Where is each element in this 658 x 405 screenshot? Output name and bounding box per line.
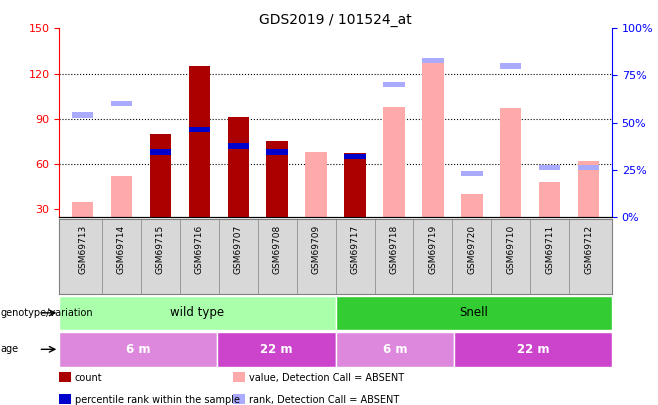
Bar — [266, 149, 288, 155]
Bar — [111, 101, 132, 107]
Text: GSM69715: GSM69715 — [156, 225, 165, 274]
Text: GSM69720: GSM69720 — [467, 225, 476, 274]
Bar — [59, 296, 336, 330]
Bar — [234, 372, 245, 382]
Text: 22 m: 22 m — [517, 343, 549, 356]
Text: wild type: wild type — [170, 306, 224, 320]
Bar — [111, 176, 132, 217]
Bar — [266, 153, 288, 217]
Bar — [454, 332, 612, 367]
Text: GSM69708: GSM69708 — [272, 225, 282, 274]
Bar — [422, 62, 443, 217]
Bar — [217, 332, 336, 367]
Text: count: count — [75, 373, 103, 383]
Text: Snell: Snell — [459, 306, 488, 320]
Text: GSM69709: GSM69709 — [312, 225, 320, 274]
Bar — [228, 143, 249, 149]
Text: GSM69718: GSM69718 — [390, 225, 399, 274]
Text: value, Detection Call = ABSENT: value, Detection Call = ABSENT — [249, 373, 404, 383]
Text: GSM69714: GSM69714 — [117, 225, 126, 274]
Bar — [189, 127, 210, 132]
Text: 6 m: 6 m — [382, 343, 407, 356]
Text: GSM69716: GSM69716 — [195, 225, 204, 274]
Bar — [500, 63, 521, 69]
Title: GDS2019 / 101524_at: GDS2019 / 101524_at — [259, 13, 412, 27]
Text: GSM69713: GSM69713 — [78, 225, 87, 274]
Bar — [150, 134, 171, 217]
Bar — [578, 165, 599, 171]
Bar — [461, 194, 482, 217]
Bar — [500, 108, 521, 217]
Text: GSM69711: GSM69711 — [545, 225, 554, 274]
Bar — [266, 141, 288, 217]
Bar — [189, 66, 210, 217]
Text: GSM69710: GSM69710 — [506, 225, 515, 274]
Bar — [422, 58, 443, 63]
Bar — [305, 152, 327, 217]
Bar — [228, 117, 249, 217]
Text: 6 m: 6 m — [126, 343, 151, 356]
Bar — [461, 171, 482, 176]
Bar — [59, 394, 71, 404]
Bar — [539, 182, 561, 217]
Bar — [72, 202, 93, 217]
Bar — [72, 112, 93, 117]
Text: GSM69717: GSM69717 — [351, 225, 359, 274]
Bar — [539, 165, 561, 171]
Bar — [383, 82, 405, 87]
Text: GSM69712: GSM69712 — [584, 225, 593, 274]
Bar — [59, 332, 217, 367]
Bar — [578, 161, 599, 217]
Bar — [383, 107, 405, 217]
Bar — [344, 154, 366, 159]
Text: rank, Detection Call = ABSENT: rank, Detection Call = ABSENT — [249, 394, 399, 405]
Text: percentile rank within the sample: percentile rank within the sample — [75, 394, 240, 405]
Bar — [336, 332, 454, 367]
Text: GSM69707: GSM69707 — [234, 225, 243, 274]
Text: age: age — [1, 344, 19, 354]
Text: 22 m: 22 m — [260, 343, 293, 356]
Bar — [150, 149, 171, 155]
Bar — [59, 372, 71, 382]
Bar — [344, 153, 366, 217]
Bar — [234, 394, 245, 404]
Text: GSM69719: GSM69719 — [428, 225, 438, 274]
Text: genotype/variation: genotype/variation — [1, 308, 93, 318]
Bar — [336, 296, 612, 330]
